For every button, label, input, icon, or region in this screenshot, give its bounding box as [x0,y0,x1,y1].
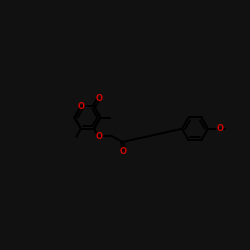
Text: O: O [120,146,127,156]
Text: O: O [95,132,102,141]
Text: O: O [78,102,84,111]
Text: O: O [95,94,102,103]
Text: O: O [217,124,224,133]
